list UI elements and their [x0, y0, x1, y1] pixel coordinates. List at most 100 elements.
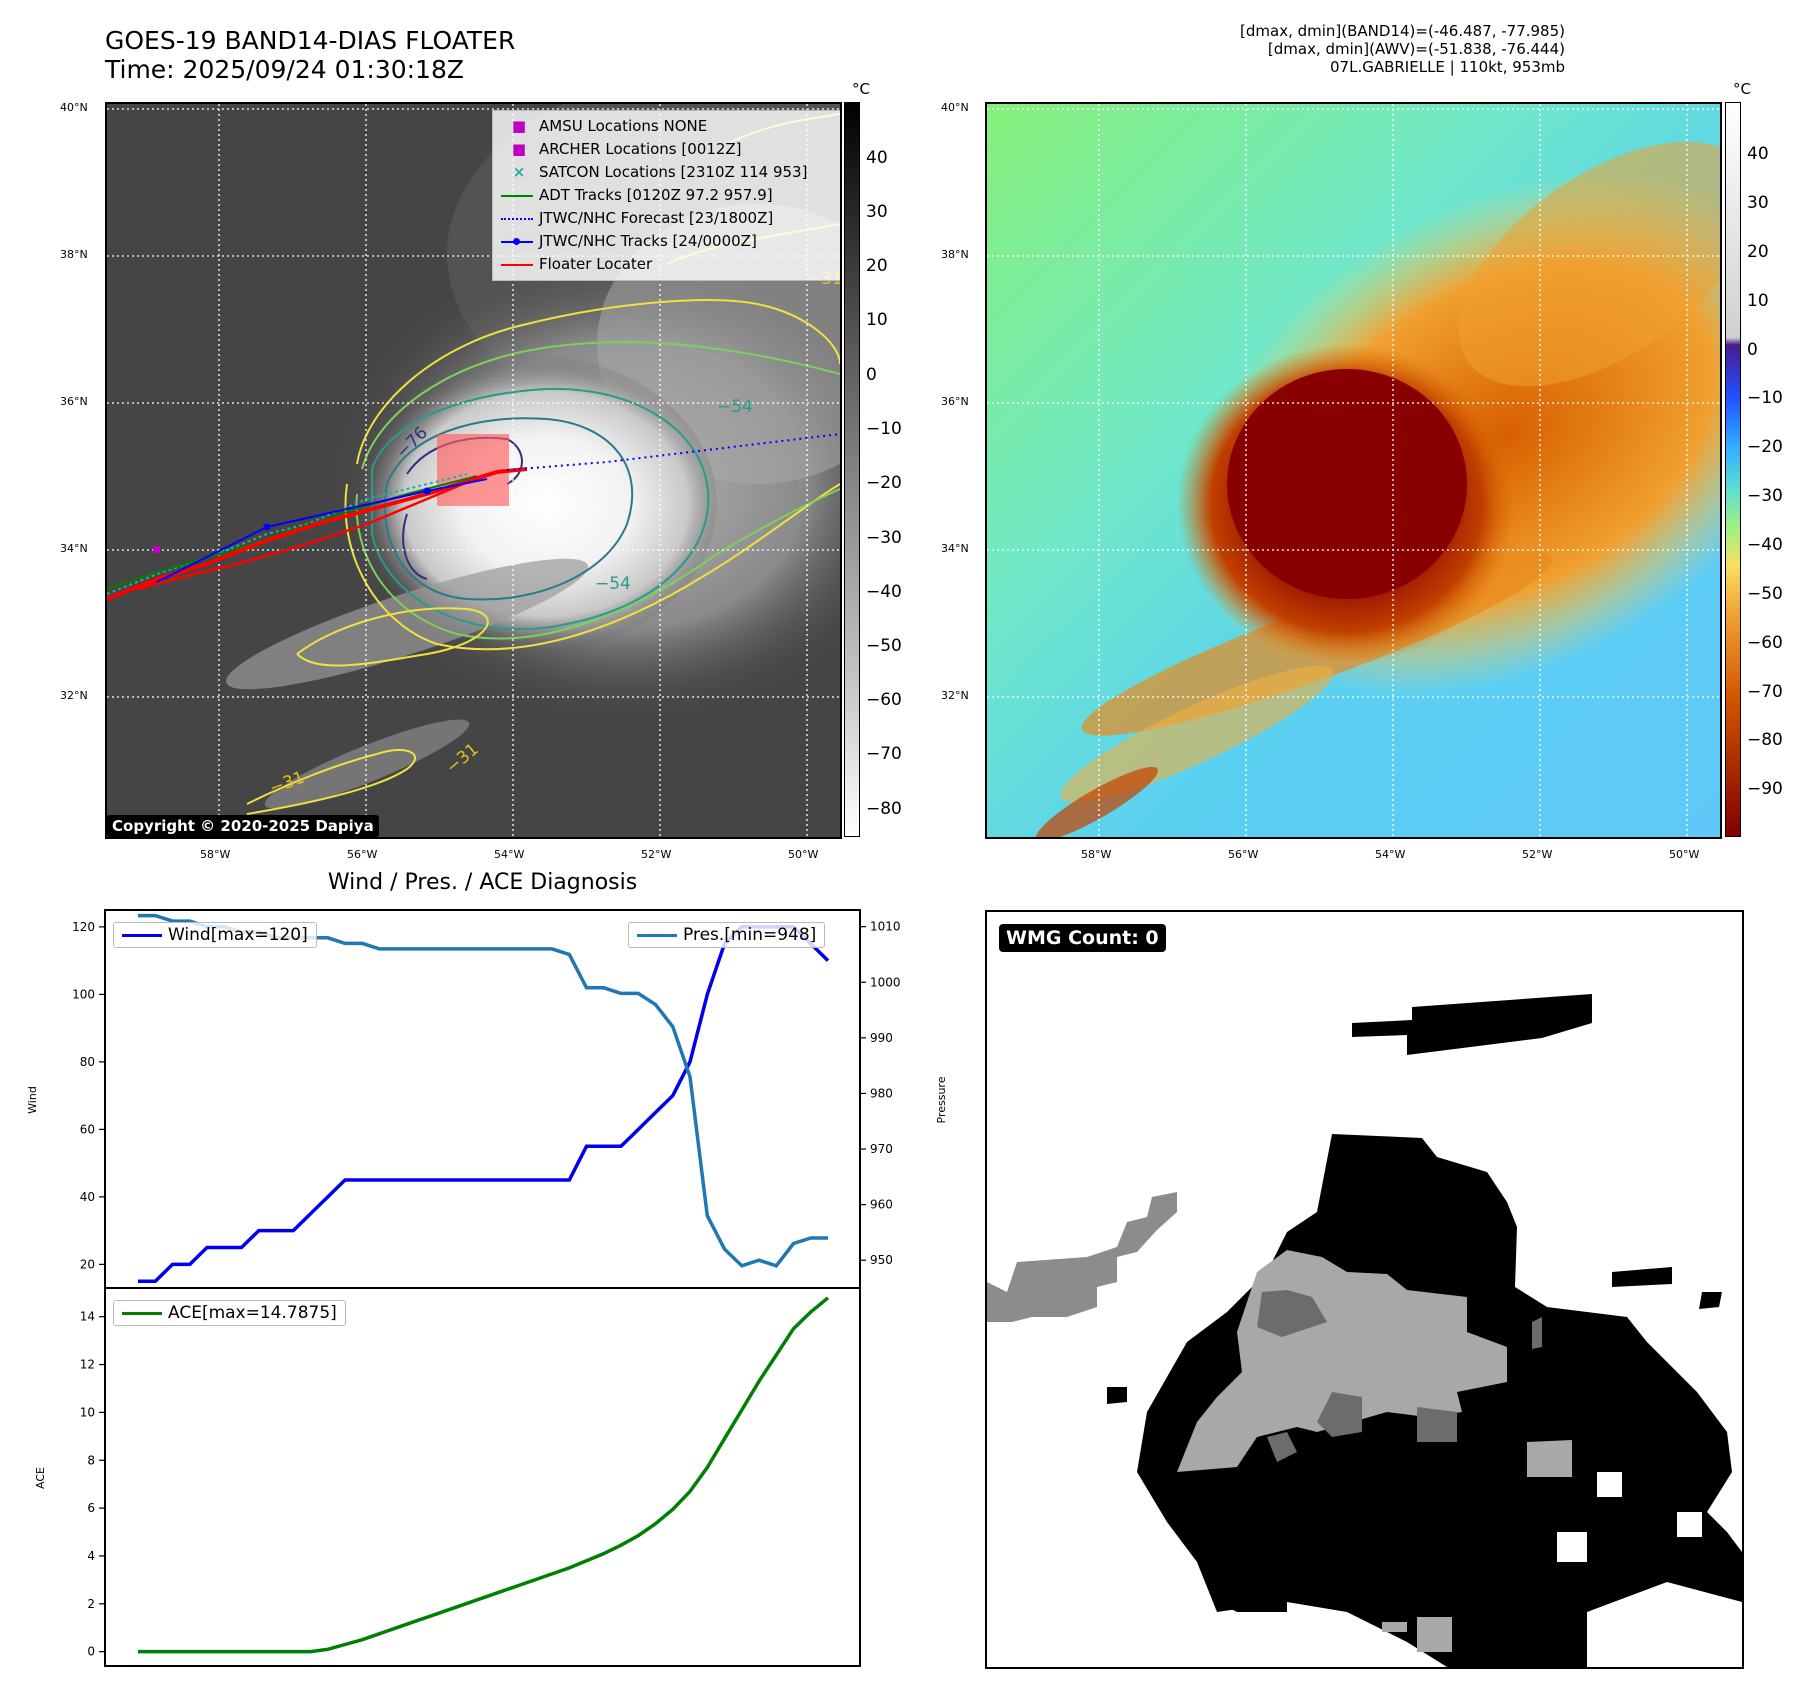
lon-tick: 52°W	[641, 848, 672, 861]
lat-tick: 32°N	[941, 689, 969, 702]
colorbar-tick: 10	[866, 310, 888, 330]
ace-legend: ACE[max=14.7875]	[113, 1300, 346, 1326]
y-tick-label: 0	[87, 1645, 95, 1659]
colorbar-tick: −20	[1747, 437, 1783, 457]
legend-entry-adt: ADT Tracks [0120Z 97.2 957.9]	[499, 184, 837, 207]
x-marker-icon: ×	[512, 163, 526, 181]
legend-line-icon	[122, 933, 162, 937]
colorbar-tick: −70	[866, 744, 902, 764]
y-tick-label: 970	[870, 1142, 893, 1156]
y-tick-label: 120	[72, 920, 95, 934]
lat-tick: 40°N	[941, 101, 969, 114]
y-tick-label: 1000	[870, 975, 901, 989]
colorbar-tick: 30	[1747, 193, 1769, 213]
colorbar-tick: −50	[1747, 584, 1783, 604]
square-marker-icon: ■	[511, 117, 527, 135]
colorbar-tick: −60	[1747, 633, 1783, 653]
lon-tick: 56°W	[347, 848, 378, 861]
y-tick-label: 20	[80, 1257, 95, 1271]
y-tick-label: 12	[80, 1358, 95, 1372]
pres-y-ticks: 950 960 970 980 990 1000 1010	[860, 920, 901, 1267]
colorbar-tick: −70	[1747, 682, 1783, 702]
wmg-grid	[987, 994, 1742, 1667]
awv-map-panel[interactable]	[985, 102, 1722, 839]
lat-tick: 32°N	[60, 689, 88, 702]
lat-tick: 38°N	[941, 248, 969, 261]
line-marker-icon	[501, 263, 533, 266]
wmg-panel[interactable]: WMG Count: 0	[985, 910, 1744, 1669]
y-tick-label: 40	[80, 1190, 95, 1204]
legend-entry-satcon: × SATCON Locations [2310Z 114 953]	[499, 161, 837, 184]
lon-tick: 58°W	[1081, 848, 1112, 861]
storm-info: [dmax, dmin](BAND14)=(-46.487, -77.985) …	[1240, 22, 1565, 76]
lon-tick: 58°W	[200, 848, 231, 861]
wind-axis-label: Wind	[26, 1086, 39, 1114]
lon-tick: 56°W	[1228, 848, 1259, 861]
wind-series-line	[138, 925, 830, 1284]
lon-tick: 50°W	[788, 848, 819, 861]
wind-legend: Wind[max=120]	[113, 922, 317, 948]
y-tick-label: 6	[87, 1501, 95, 1515]
colorbar-tick: −80	[1747, 730, 1783, 750]
ace-y-ticks: 0 2 4 6 8 10 12 14	[80, 1310, 105, 1659]
y-tick-label: 8	[87, 1453, 95, 1467]
y-tick-label: 950	[870, 1253, 893, 1267]
pres-axis-label: Pressure	[935, 1076, 948, 1123]
awv-colorbar	[1725, 102, 1741, 837]
y-tick-label: 1010	[870, 920, 901, 934]
colorbar-tick: −20	[866, 473, 902, 493]
line-dot-icon	[501, 237, 533, 245]
figure-title: GOES-19 BAND14-DIAS FLOATER Time: 2025/0…	[105, 26, 515, 84]
contour-label: −54	[717, 397, 753, 417]
legend-line-icon	[122, 1311, 162, 1315]
colorbar-tick: 30	[866, 202, 888, 222]
colorbar-tick: −40	[866, 582, 902, 602]
legend-entry-tracks: JTWC/NHC Tracks [24/0000Z]	[499, 230, 837, 253]
lat-tick: 36°N	[941, 395, 969, 408]
lat-tick: 36°N	[60, 395, 88, 408]
y-tick-label: 80	[80, 1055, 95, 1069]
ir-legend: ■ AMSU Locations NONE ■ ARCHER Locations […	[492, 110, 840, 281]
ace-axes	[104, 1287, 861, 1667]
lon-tick: 54°W	[1375, 848, 1406, 861]
y-tick-label: 10	[80, 1405, 95, 1419]
lat-tick: 34°N	[60, 542, 88, 555]
ir-colorbar	[844, 102, 860, 837]
title-line1: GOES-19 BAND14-DIAS FLOATER	[105, 26, 516, 55]
ir-map-panel[interactable]: −76 −54 −54 −31 −31 −31 ■AMSU Locations …	[105, 102, 842, 839]
contour-label: −54	[595, 574, 631, 594]
legend-entry-amsu: ■ AMSU Locations NONE	[499, 115, 837, 138]
legend-entry-archer: ■ ARCHER Locations [0012Z]	[499, 138, 837, 161]
wmg-count-badge: WMG Count: 0	[999, 924, 1166, 952]
diagnosis-title: Wind / Pres. / ACE Diagnosis	[327, 870, 638, 895]
colorbar-tick: −80	[866, 799, 902, 819]
line-marker-icon	[501, 194, 533, 197]
colorbar-tick: −30	[1747, 486, 1783, 506]
colorbar-tick: 10	[1747, 291, 1769, 311]
lon-tick: 54°W	[494, 848, 525, 861]
colorbar-tick: −60	[866, 690, 902, 710]
title-line2: Time: 2025/09/24 01:30:18Z	[105, 55, 464, 84]
colorbar-tick: −10	[866, 419, 902, 439]
colorbar-tick: −90	[1747, 779, 1783, 799]
lon-tick: 52°W	[1522, 848, 1553, 861]
copyright-badge: Copyright © 2020-2025 Dapiya	[107, 815, 379, 837]
colorbar-tick: −30	[866, 528, 902, 548]
ir-colorbar-unit: °C	[852, 80, 870, 98]
legend-entry-floater: Floater Locater	[499, 253, 837, 276]
pres-legend: Pres.[min=948]	[628, 922, 826, 948]
awv-colorbar-unit: °C	[1733, 80, 1751, 98]
legend-line-icon	[637, 933, 677, 937]
band14-range: [dmax, dmin](BAND14)=(-46.487, -77.985)	[1240, 22, 1565, 40]
y-tick-label: 980	[870, 1086, 893, 1100]
y-tick-label: 100	[72, 987, 95, 1001]
awv-range: [dmax, dmin](AWV)=(-51.838, -76.444)	[1267, 40, 1565, 58]
lat-tick: 34°N	[941, 542, 969, 555]
dotted-line-icon	[501, 217, 533, 220]
colorbar-tick: 20	[866, 256, 888, 276]
ace-axis-label: ACE	[34, 1467, 47, 1489]
y-tick-label: 2	[87, 1597, 95, 1611]
lat-tick: 38°N	[60, 248, 88, 261]
legend-entry-forecast: JTWC/NHC Forecast [23/1800Z]	[499, 207, 837, 230]
